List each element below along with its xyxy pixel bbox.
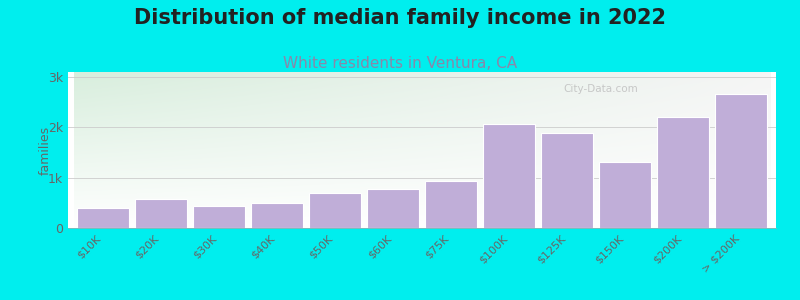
Bar [193,206,245,228]
Bar [367,189,419,228]
Bar [134,199,187,228]
Bar [599,162,651,228]
Text: Distribution of median family income in 2022: Distribution of median family income in … [134,8,666,28]
Text: White residents in Ventura, CA: White residents in Ventura, CA [283,56,517,70]
Text: City-Data.com: City-Data.com [563,85,638,94]
Y-axis label: families: families [38,125,52,175]
Bar [657,117,710,228]
Bar [309,193,361,228]
Bar [483,124,535,228]
Bar [715,94,767,228]
Bar [251,203,303,228]
Bar [77,208,129,228]
Bar [541,134,593,228]
Bar [425,181,477,228]
